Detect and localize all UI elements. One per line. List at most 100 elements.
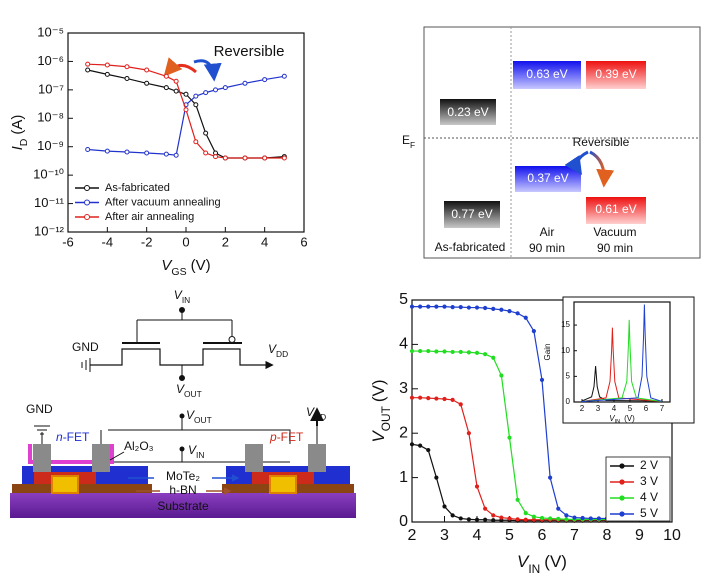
level-box	[586, 61, 646, 89]
data-point	[466, 305, 471, 310]
data-point	[426, 348, 431, 354]
data-point	[163, 73, 169, 79]
data-point	[173, 78, 179, 84]
y-tick-label: 10⁻¹¹	[34, 195, 65, 210]
vdd-label: VDD	[306, 405, 326, 422]
level-label: 0.63 eV	[526, 67, 567, 81]
x-axis-label-unit: (V)	[544, 552, 567, 571]
data-point	[491, 306, 496, 311]
x-axis-label-subscript: GS	[171, 266, 186, 278]
gate-electrode	[51, 475, 79, 494]
legend-marker	[619, 495, 625, 501]
vin-symbol: V	[188, 443, 197, 457]
vout-symbol: V	[176, 382, 185, 396]
y-tick-label: 10⁻⁸	[37, 110, 64, 125]
data-point	[539, 377, 545, 383]
data-point	[222, 155, 228, 161]
device-cross-section: GND VDD VOUT VIN n-FET p-FET Al₂O₃ MoTe₂…	[10, 402, 356, 518]
data-point	[450, 513, 455, 518]
data-point	[515, 311, 520, 316]
reversible-arrow	[193, 59, 222, 82]
y-axis-label-unit: (V)	[369, 379, 388, 402]
gnd-label: GND	[72, 340, 99, 354]
data-point	[281, 155, 287, 161]
reversible-arrow	[564, 150, 589, 175]
data-point	[466, 350, 471, 355]
data-point	[426, 396, 431, 401]
x-axis-label-symbol: V	[609, 414, 615, 423]
node	[179, 413, 185, 419]
data-point	[163, 151, 169, 157]
x-tick-label: -6	[62, 234, 74, 249]
data-point	[213, 87, 218, 93]
annotation: Reversible	[214, 43, 285, 60]
data-point	[556, 516, 561, 521]
y-tick-label: 4	[399, 336, 408, 353]
x-tick-label: 0	[182, 234, 189, 249]
data-point	[434, 475, 439, 480]
data-point	[450, 397, 455, 402]
data-point	[183, 107, 189, 113]
data-point	[491, 355, 496, 360]
data-point	[183, 91, 189, 97]
x-tick-label: -4	[102, 234, 114, 249]
data-point	[193, 102, 199, 108]
data-point	[491, 513, 496, 518]
x-tick-label: 5	[628, 404, 633, 413]
ground-symbol	[81, 358, 91, 372]
series-line	[87, 69, 285, 159]
data-point	[499, 307, 504, 312]
vin-label: VIN	[174, 288, 190, 305]
reversible-arrow	[163, 57, 197, 77]
column-label: Vacuum	[593, 225, 636, 239]
bottom-layer	[12, 484, 152, 493]
ground-symbol	[34, 425, 50, 435]
x-tick-label: 4	[612, 404, 617, 413]
data-point	[466, 517, 471, 522]
data-point	[523, 511, 528, 516]
vdd-symbol: V	[268, 342, 277, 356]
vout-label: VOUT	[186, 408, 212, 425]
data-point	[466, 431, 471, 436]
substrate-label: Substrate	[157, 499, 209, 513]
x-axis-label: VIN (V)	[517, 552, 567, 576]
x-axis-label-subscript: IN	[528, 562, 540, 576]
wire	[136, 310, 233, 343]
series-line	[581, 327, 663, 402]
series-line	[411, 443, 607, 522]
data-point	[450, 305, 455, 310]
y-tick-label: 15	[561, 320, 570, 329]
data-point	[442, 504, 447, 509]
data-point	[222, 85, 228, 91]
data-point	[499, 373, 504, 378]
x-axis-label-symbol: V	[517, 552, 530, 571]
series-line	[581, 304, 663, 402]
x-tick-label: 6	[644, 404, 649, 413]
legend-label: 3 V	[640, 474, 658, 488]
column-label: As-fabricated	[435, 240, 506, 254]
data-point	[458, 349, 463, 355]
x-axis-label-subscript: IN	[615, 419, 621, 425]
data-point	[474, 305, 480, 310]
data-point	[124, 149, 130, 155]
pfet-label: p-FET	[269, 430, 304, 444]
data-point	[104, 62, 110, 68]
y-tick-label: 0	[566, 397, 571, 406]
x-tick-label: 4	[261, 234, 268, 249]
data-point	[483, 517, 488, 522]
data-point	[548, 475, 553, 480]
vin-subscript: IN	[196, 450, 204, 460]
data-point	[213, 154, 218, 160]
data-point	[588, 516, 593, 521]
data-point	[409, 304, 415, 309]
series-line	[87, 63, 285, 159]
legend-marker	[84, 214, 90, 220]
column-label: 90 min	[529, 241, 565, 255]
data-point	[144, 150, 150, 156]
y-tick-label: 0	[399, 513, 408, 530]
x-axis-label-unit: (V)	[191, 257, 211, 274]
data-point	[458, 402, 463, 407]
contact	[92, 444, 110, 472]
data-point	[144, 67, 150, 73]
